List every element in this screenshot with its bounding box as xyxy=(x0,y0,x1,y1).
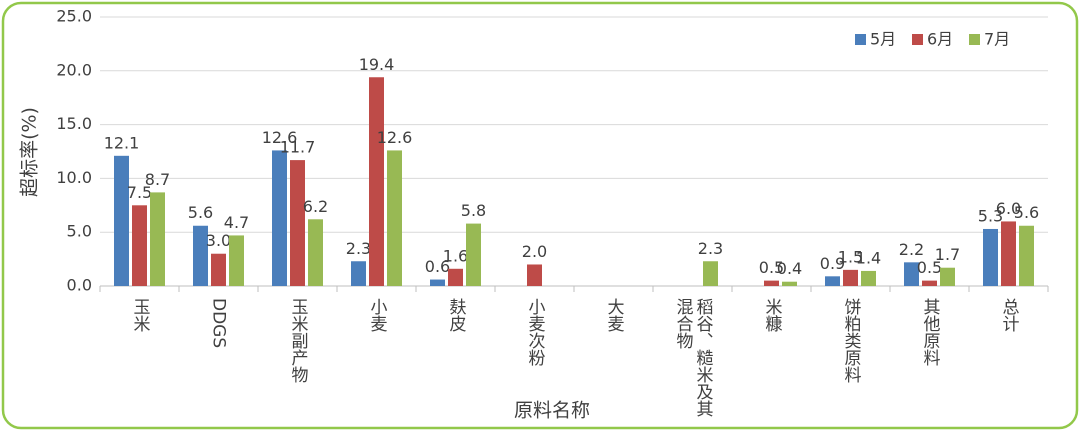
x-axis-title: 原料名称 xyxy=(514,400,590,422)
bar xyxy=(448,268,463,286)
data-label: 2.3 xyxy=(698,239,723,258)
bar xyxy=(114,155,129,286)
bar xyxy=(825,276,840,286)
data-label: 8.7 xyxy=(145,170,170,189)
bar xyxy=(1001,221,1016,286)
data-label: 12.6 xyxy=(377,128,413,147)
data-label: 1.4 xyxy=(856,248,881,267)
y-tick-label: 15.0 xyxy=(56,114,92,133)
bar xyxy=(983,228,998,286)
bar xyxy=(308,219,323,286)
bar xyxy=(904,262,919,286)
bar xyxy=(764,280,779,286)
x-tick-label: 稻谷、糙米及其混合物 xyxy=(672,298,713,417)
legend-label: 5月 xyxy=(870,30,896,49)
y-axis-title: 超标率(%) xyxy=(19,107,41,197)
data-label: 1.5 xyxy=(838,247,863,266)
x-tick-label: 麸皮 xyxy=(445,298,466,332)
legend-swatch xyxy=(855,34,866,45)
data-label: 5.6 xyxy=(188,203,213,222)
bar xyxy=(843,269,858,286)
data-label: 12.1 xyxy=(104,133,140,152)
data-label: 7.5 xyxy=(127,183,152,202)
data-label: 0.6 xyxy=(425,257,450,276)
x-tick-label: 大麦 xyxy=(603,298,624,332)
data-label: 3.0 xyxy=(206,231,231,250)
data-label: 5.8 xyxy=(461,201,486,220)
data-label: 5.3 xyxy=(978,206,1003,225)
bar xyxy=(351,261,366,286)
bar xyxy=(272,150,287,286)
bar xyxy=(132,205,147,286)
data-label: 2.2 xyxy=(899,240,924,259)
x-tick-label: 其他原料 xyxy=(919,298,940,366)
bar xyxy=(940,267,955,286)
x-tick-label: 玉米 xyxy=(129,298,150,332)
bar xyxy=(369,77,384,286)
bar xyxy=(922,280,937,286)
legend-label: 6月 xyxy=(927,30,953,49)
bar xyxy=(229,235,244,286)
data-label: 19.4 xyxy=(359,55,395,74)
bar xyxy=(1019,225,1034,286)
bar xyxy=(527,264,542,286)
data-label: 0.9 xyxy=(820,254,845,273)
legend-label: 7月 xyxy=(984,30,1010,49)
legend-swatch xyxy=(969,34,980,45)
data-label: 11.7 xyxy=(280,138,316,157)
bar xyxy=(211,253,226,286)
y-tick-label: 25.0 xyxy=(56,7,92,26)
bar xyxy=(150,192,165,286)
bar xyxy=(466,223,481,286)
y-tick-label: 0.0 xyxy=(67,276,92,295)
y-tick-label: 10.0 xyxy=(56,168,92,187)
x-tick-label: 小麦次粉 xyxy=(524,298,545,366)
data-label: 0.4 xyxy=(777,259,802,278)
data-label: 1.6 xyxy=(443,246,468,265)
data-label: 12.6 xyxy=(262,128,298,147)
data-label: 5.6 xyxy=(1014,203,1039,222)
bar xyxy=(861,270,876,286)
data-label: 4.7 xyxy=(224,213,249,232)
data-label: 6.0 xyxy=(996,199,1021,218)
x-tick-label: 饼粕类原料 xyxy=(840,298,861,383)
data-label: 0.5 xyxy=(759,258,784,277)
x-tick-label: 总计 xyxy=(998,298,1019,332)
bar xyxy=(430,279,445,286)
bar xyxy=(193,225,208,286)
bar xyxy=(290,160,305,286)
bar xyxy=(703,261,718,286)
x-tick-label: 玉米副产物 xyxy=(287,298,308,383)
x-tick-label: 小麦 xyxy=(366,298,387,332)
x-tick-label: 米糠 xyxy=(761,298,782,332)
y-tick-label: 20.0 xyxy=(56,60,92,79)
data-label: 6.2 xyxy=(303,197,328,216)
y-tick-label: 5.0 xyxy=(67,222,92,241)
data-label: 2.3 xyxy=(346,239,371,258)
data-label: 0.5 xyxy=(917,258,942,277)
bar xyxy=(387,150,402,286)
x-tick-label: DDGS xyxy=(208,298,229,349)
bar xyxy=(782,281,797,286)
legend-swatch xyxy=(912,34,923,45)
data-label: 1.7 xyxy=(935,245,960,264)
data-label: 2.0 xyxy=(522,242,547,261)
